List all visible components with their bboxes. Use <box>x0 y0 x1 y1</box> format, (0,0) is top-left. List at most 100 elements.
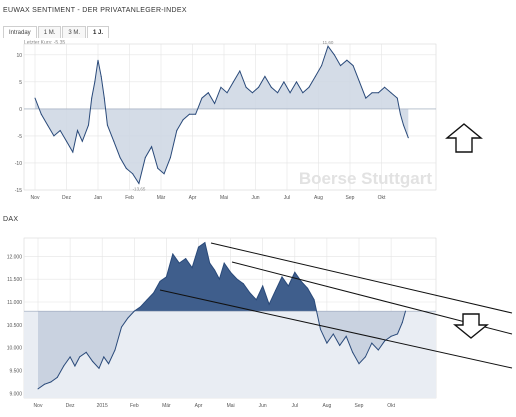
trend-channel-line <box>159 289 513 369</box>
sentiment-x-tick-label: Aug <box>314 195 323 201</box>
arrow-down-icon <box>453 313 489 339</box>
sentiment-data-point <box>232 81 234 83</box>
dax-y-tick-label: 10.500 <box>7 323 23 329</box>
sentiment-chart: 10 5 0 -5 -10 -15 Nov Dez Jan Feb Mär Apr Mai Jun Jul A… <box>15 40 437 201</box>
dax-data-point <box>74 365 76 367</box>
sentiment-y-tick-label: -5 <box>18 134 23 140</box>
dax-data-point <box>320 328 321 330</box>
sentiment-data-point <box>289 92 291 94</box>
sentiment-x-tick-label: Nov <box>31 195 40 201</box>
sentiment-data-point <box>245 86 247 88</box>
dax-data-point <box>384 340 386 342</box>
dax-data-point <box>146 299 148 301</box>
dax-x-tick-label: 2015 <box>97 403 108 409</box>
sentiment-data-point <box>365 97 367 99</box>
dax-data-point <box>275 290 276 292</box>
dax-data-point <box>401 322 403 324</box>
sentiment-watermark: Boerse Stuttgart <box>299 169 433 188</box>
sentiment-data-point <box>106 124 108 126</box>
sentiment-data-point <box>239 70 241 72</box>
dax-data-point <box>218 278 220 280</box>
last-quote-label: Letzter Kurs: -5,35 <box>24 40 66 46</box>
sentiment-data-point <box>132 173 134 175</box>
dax-data-point <box>85 351 87 353</box>
sentiment-data-point <box>352 65 354 67</box>
dax-data-point <box>56 376 58 378</box>
sentiment-data-point <box>113 140 115 142</box>
dax-data-point <box>204 242 206 244</box>
sentiment-data-point <box>72 151 74 153</box>
sentiment-data-point <box>176 130 178 131</box>
sentiment-data-point <box>157 167 159 169</box>
dax-data-point <box>345 335 347 337</box>
sentiment-data-point <box>144 157 146 159</box>
dax-data-point <box>50 381 52 383</box>
trend-channel-line <box>210 242 513 314</box>
dax-data-point <box>209 262 211 264</box>
dax-data-point <box>114 349 116 351</box>
dax-data-point <box>358 363 360 365</box>
sentiment-data-point <box>97 59 99 61</box>
sentiment-data-point <box>201 97 203 99</box>
dax-data-point <box>377 349 379 351</box>
sentiment-data-point <box>396 97 398 99</box>
dax-y-tick-label: 9.000 <box>9 391 22 397</box>
sentiment-data-point <box>119 157 121 159</box>
dax-data-point <box>37 388 39 390</box>
sentiment-data-point <box>371 92 373 94</box>
sentiment-data-point <box>399 113 401 115</box>
tab-3-months[interactable]: 3 M. <box>62 26 87 38</box>
dax-data-point <box>332 333 334 335</box>
arrow-up-icon <box>445 123 483 153</box>
sentiment-data-point <box>40 113 42 115</box>
dax-y-tick-label: 10.000 <box>7 346 23 352</box>
dax-data-point <box>98 367 100 369</box>
sentiment-data-point <box>59 130 61 131</box>
sentiment-x-tick-label: Okt <box>378 195 386 201</box>
sentiment-data-point <box>188 113 190 115</box>
dax-x-tick-label: Mär <box>162 403 171 409</box>
chart-title-dax: DAX <box>3 216 19 223</box>
dax-data-point <box>326 342 328 344</box>
dax-y-tick-label: 9.500 <box>9 369 22 375</box>
dax-data-point <box>397 333 398 335</box>
dax-data-point <box>405 310 406 312</box>
dax-data-point <box>127 317 129 319</box>
sentiment-data-point <box>359 81 360 83</box>
dax-data-point <box>198 246 199 248</box>
sentiment-x-tick-label: Apr <box>189 195 197 201</box>
dax-x-tick-label: Dez <box>66 403 75 409</box>
tab-intraday[interactable]: Intraday <box>3 26 37 38</box>
sentiment-data-point <box>340 65 341 67</box>
tab-1-year[interactable]: 1 J. <box>87 26 110 38</box>
sentiment-data-point <box>327 45 329 47</box>
dax-data-point <box>287 285 289 287</box>
sentiment-y-tick-label: -10 <box>15 161 22 167</box>
time-range-tabs: Intraday 1 M. 3 M. 1 J. <box>3 26 110 38</box>
sentiment-y-tick-label: 10 <box>16 53 22 59</box>
sentiment-data-point <box>77 130 78 131</box>
sentiment-x-tick-label: Feb <box>125 195 134 201</box>
sentiment-y-tick-label: -15 <box>15 188 22 194</box>
sentiment-data-point <box>403 124 404 126</box>
sentiment-data-point <box>214 103 216 104</box>
tab-1-month[interactable]: 1 M. <box>37 26 62 38</box>
sentiment-data-point <box>53 135 55 137</box>
dax-x-tick-label: Apr <box>195 403 203 409</box>
dax-data-point <box>236 278 238 280</box>
sentiment-data-point <box>100 75 102 77</box>
sentiment-data-point <box>195 113 197 115</box>
dax-data-point <box>262 285 264 287</box>
sentiment-data-point <box>377 92 379 94</box>
dax-data-point <box>230 271 232 273</box>
dax-data-point <box>390 335 392 337</box>
sentiment-data-point <box>34 97 36 99</box>
dax-data-point <box>294 271 296 273</box>
sentiment-data-point <box>333 54 335 56</box>
sentiment-data-point <box>321 65 323 67</box>
sentiment-area <box>35 46 409 184</box>
sentiment-data-point <box>151 146 153 148</box>
sentiment-extreme-label: 11,60 <box>322 40 333 45</box>
sentiment-data-point <box>390 92 392 94</box>
